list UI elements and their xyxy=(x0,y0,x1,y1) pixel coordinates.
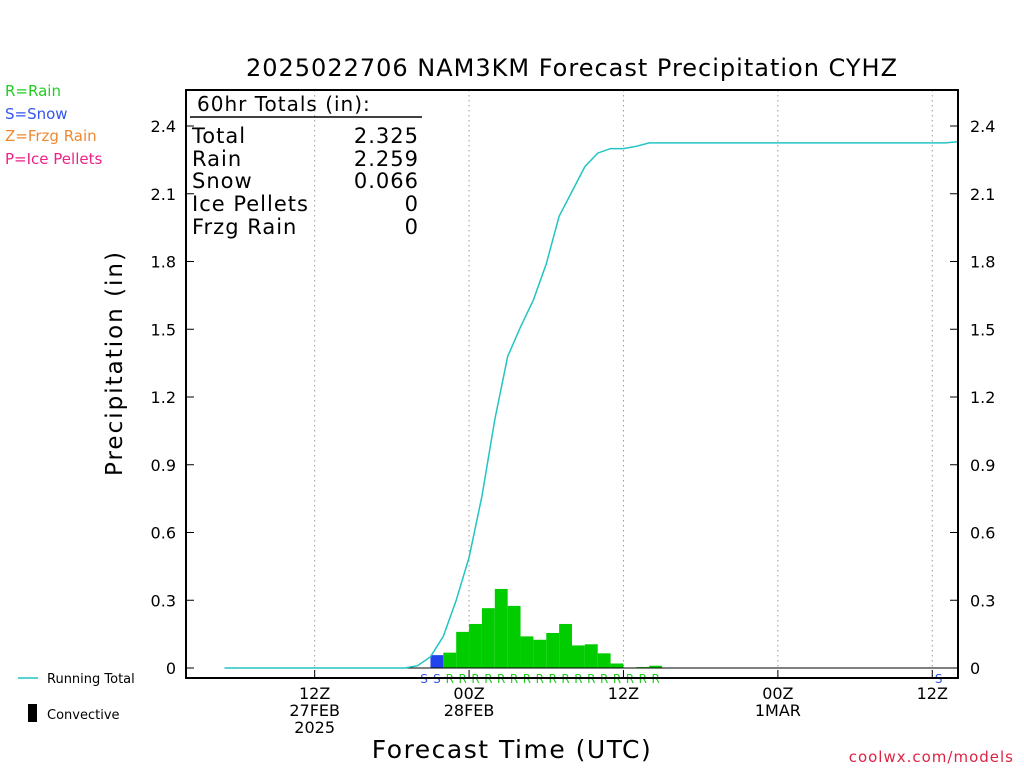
y-tick-label-left: 1.8 xyxy=(151,253,176,272)
bar-rain-10 xyxy=(559,623,572,668)
bar-rain-3 xyxy=(469,623,482,668)
bar-rain-11 xyxy=(572,645,585,668)
bar-rain-8 xyxy=(533,639,547,668)
bar-rain-1 xyxy=(443,652,457,668)
bar-series xyxy=(224,588,958,669)
precip-type-legend: R=Rain S=Snow Z=Frzg Rain P=Ice Pellets xyxy=(5,82,102,168)
legend-ice-pellets: P=Ice Pellets xyxy=(5,150,102,168)
y-tick-label-left: 0.9 xyxy=(151,456,176,475)
convective-legend-swatch xyxy=(28,704,37,722)
convective-legend-label: Convective xyxy=(47,708,120,723)
totals-freezing-rain-label: Frzg Rain xyxy=(192,215,297,239)
watermark: coolwx.com/models xyxy=(849,748,1014,766)
bar-rain-14 xyxy=(610,663,624,668)
running-total-legend-label: Running Total xyxy=(47,672,135,687)
bar-rain-12 xyxy=(584,644,598,668)
y-axis-label: Precipitation (in) xyxy=(102,250,128,476)
totals-total-value: 2.325 xyxy=(354,124,419,148)
y-tick-label-right: 0.6 xyxy=(970,524,995,543)
totals-rain-value: 2.259 xyxy=(354,147,419,171)
bar-rain-16 xyxy=(649,665,663,668)
totals-snow-label: Snow xyxy=(192,169,253,193)
y-tick-label-left: 2.4 xyxy=(151,117,176,136)
totals-rain-label: Rain xyxy=(192,147,242,171)
x-axis-label: Forecast Time (UTC) xyxy=(372,735,652,764)
totals-total-label: Total xyxy=(191,124,246,148)
x-tick-label: 00Z xyxy=(453,684,484,703)
y-tick-label-right: 0 xyxy=(970,659,980,678)
y-tick-label-right: 0.9 xyxy=(970,456,995,475)
y-tick-label-right: 0.3 xyxy=(970,591,995,610)
totals-header: 60hr Totals (in): xyxy=(197,92,371,116)
totals-ice-pellets-label: Ice Pellets xyxy=(192,192,309,216)
totals-ice-pellets-value: 0 xyxy=(405,192,419,216)
y-tick-label-right: 2.4 xyxy=(970,117,995,136)
running-total-series xyxy=(224,141,959,669)
x-tick-label: 28FEB xyxy=(444,701,495,720)
y-tick-label-left: 1.2 xyxy=(151,388,176,407)
bar-snow-0 xyxy=(430,655,444,668)
bar-rain-5 xyxy=(494,588,508,668)
x-tick-label: 12Z xyxy=(917,684,948,703)
grid-lines xyxy=(314,90,933,678)
bar-rain-6 xyxy=(507,605,521,668)
x-tick-label: 12Z xyxy=(299,684,330,703)
y-tick-label-left: 2.1 xyxy=(151,185,176,204)
y-tick-label-left: 1.5 xyxy=(151,320,176,339)
legend-freezing-rain: Z=Frzg Rain xyxy=(5,127,97,145)
y-tick-label-right: 1.5 xyxy=(970,320,995,339)
x-tick-label: 1MAR xyxy=(755,701,801,720)
y-tick-label-left: 0.3 xyxy=(151,591,176,610)
bar-rain-4 xyxy=(481,608,495,668)
totals-freezing-rain-value: 0 xyxy=(405,215,419,239)
bar-rain-7 xyxy=(520,636,534,668)
axes: 0 00.3 0.30.6 0.60.9 0.91.2 1.21.5 1.51.8 1.82.… xyxy=(151,89,995,737)
totals-snow-value: 0.066 xyxy=(354,169,419,193)
chart-title: 2025022706 NAM3KM Forecast Precipitation… xyxy=(246,54,898,82)
x-tick-label: 00Z xyxy=(762,684,793,703)
totals-box: 60hr Totals (in): Total 2.325 Rain 2.259… xyxy=(190,92,422,239)
x-tick-label: 27FEB xyxy=(289,701,340,720)
plot-frame xyxy=(185,89,959,679)
x-tick-label: 2025 xyxy=(294,718,335,737)
x-tick-label: 12Z xyxy=(608,684,639,703)
running-total-line xyxy=(224,141,959,669)
y-tick-label-right: 1.2 xyxy=(970,388,995,407)
bar-rain-2 xyxy=(456,631,470,668)
legend-snow: S=Snow xyxy=(5,105,68,123)
y-tick-label-right: 2.1 xyxy=(970,185,995,204)
bar-rain-9 xyxy=(546,632,560,668)
bar-rain-13 xyxy=(597,653,611,668)
y-tick-label-right: 1.8 xyxy=(970,253,995,272)
y-tick-label-left: 0.6 xyxy=(151,524,176,543)
legend-rain: R=Rain xyxy=(5,82,61,100)
y-tick-label-left: 0 xyxy=(166,659,176,678)
series-legend: Running Total Convective xyxy=(18,672,135,723)
